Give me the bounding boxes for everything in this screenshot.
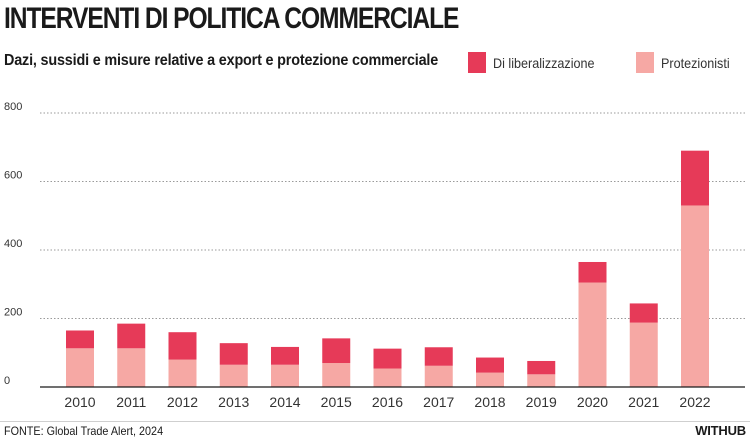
footer-divider	[0, 421, 750, 422]
bar-liberalizzazione-2019	[527, 360, 556, 375]
x-tick-label-2016: 2016	[372, 394, 403, 410]
y-tick-label-800: 800	[4, 101, 22, 113]
bar-liberalizzazione-2016	[373, 348, 402, 369]
x-tick-label-2022: 2022	[679, 394, 710, 410]
bar-liberalizzazione-2018	[476, 357, 504, 373]
x-tick-label-2017: 2017	[423, 394, 454, 410]
bar-protezionisti-2017	[424, 365, 453, 387]
legend-item-liberalizzazione: Di liberalizzazione	[468, 52, 606, 73]
bar-liberalizzazione-2013	[219, 343, 248, 365]
bar-liberalizzazione-2011	[117, 323, 146, 349]
y-tick-label-200: 200	[4, 307, 22, 319]
bar-protezionisti-2021	[629, 322, 658, 387]
x-tick-label-2021: 2021	[628, 394, 659, 410]
x-tick-label-2010: 2010	[64, 394, 95, 410]
x-tick-label-2018: 2018	[474, 394, 505, 410]
bar-liberalizzazione-2020	[578, 261, 607, 283]
bar-protezionisti-2022	[681, 205, 709, 387]
bar-protezionisti-2011	[117, 348, 146, 387]
bar-liberalizzazione-2012	[168, 332, 197, 360]
x-tick-label-2011: 2011	[116, 394, 146, 410]
legend-label-protezionisti: Protezionisti	[661, 54, 730, 71]
x-tick-label-2012: 2012	[167, 394, 198, 410]
legend-swatch-liberalizzazione	[468, 52, 486, 73]
bar-protezionisti-2015	[322, 363, 351, 387]
bar-protezionisti-2019	[527, 374, 556, 387]
bar-protezionisti-2018	[476, 372, 504, 387]
x-tick-label-2015: 2015	[321, 394, 352, 410]
y-tick-label-600: 600	[4, 170, 22, 182]
y-tick-label-400: 400	[4, 238, 22, 250]
bar-liberalizzazione-2010	[66, 330, 94, 349]
legend-item-protezionisti: Protezionisti	[636, 52, 737, 73]
source-note: FONTE: Global Trade Alert, 2024	[4, 424, 164, 438]
bar-protezionisti-2014	[271, 364, 299, 387]
x-tick-label-2019: 2019	[526, 394, 557, 410]
bar-protezionisti-2013	[219, 364, 248, 387]
bar-liberalizzazione-2022	[681, 150, 709, 206]
bar-liberalizzazione-2014	[271, 346, 299, 365]
bar-protezionisti-2016	[373, 368, 402, 387]
bar-protezionisti-2010	[66, 348, 94, 387]
x-tick-label-2014: 2014	[269, 394, 300, 410]
brand-logo: WITHUB	[695, 423, 746, 438]
chart-subtitle: Dazi, sussidi e misure relative a export…	[4, 52, 439, 69]
chart-title: INTERVENTI DI POLITICA COMMERCIALE	[4, 2, 459, 35]
x-tick-label-2020: 2020	[577, 394, 608, 410]
bar-protezionisti-2020	[578, 282, 607, 387]
bar-liberalizzazione-2015	[322, 338, 351, 364]
legend-label-liberalizzazione: Di liberalizzazione	[493, 54, 595, 71]
bar-liberalizzazione-2017	[424, 347, 453, 366]
bar-protezionisti-2012	[168, 359, 197, 387]
bar-liberalizzazione-2021	[629, 303, 658, 323]
y-tick-label-0: 0	[4, 375, 10, 387]
x-tick-label-2013: 2013	[218, 394, 249, 410]
legend-swatch-protezionisti	[636, 52, 654, 73]
